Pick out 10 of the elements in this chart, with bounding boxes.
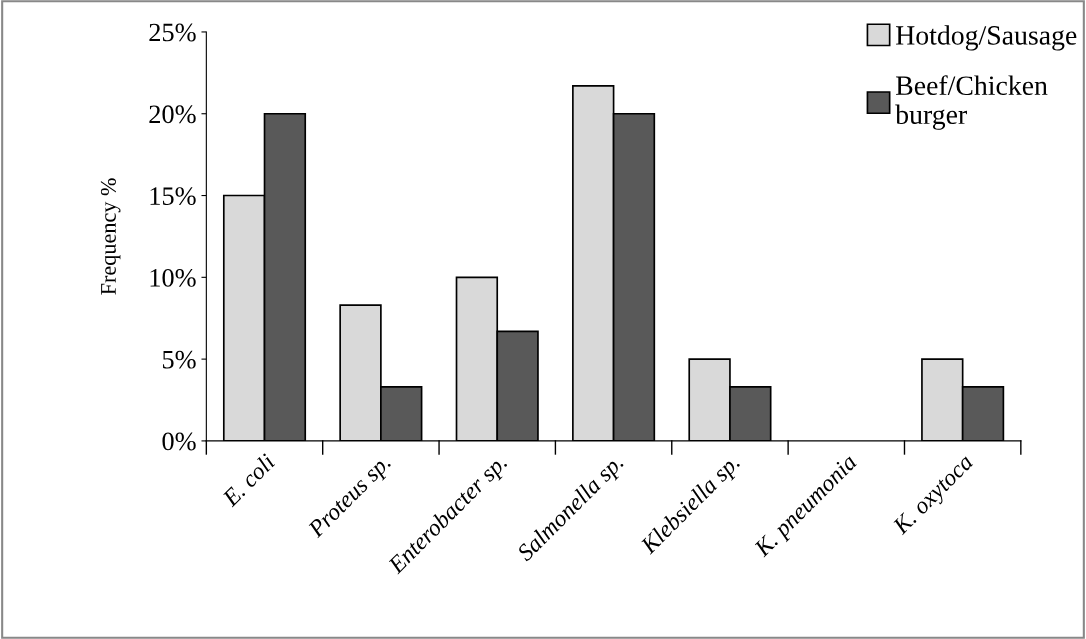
y-tick-label: 15% — [150, 187, 196, 206]
y-axis-title: Frequency % — [100, 178, 121, 295]
legend-label: Hotdog/Sausage — [896, 25, 1077, 51]
x-tick-label: E. coli — [220, 452, 276, 508]
y-tick-label: 25% — [149, 23, 196, 42]
y-tick-label: 0% — [162, 432, 196, 451]
y-tick-label: 10% — [150, 268, 196, 287]
y-tick-label: 5% — [162, 350, 196, 369]
legend-label: Beef/Chicken burger — [895, 75, 1048, 130]
y-tick-label: 20% — [149, 105, 196, 124]
